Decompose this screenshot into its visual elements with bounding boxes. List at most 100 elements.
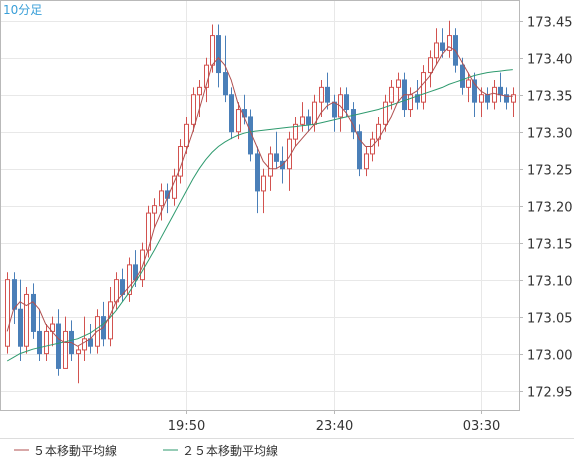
y-tick-label: 173.05 (527, 312, 573, 327)
candle-down (306, 109, 311, 132)
ma25-line (6, 69, 513, 362)
candle-up (287, 131, 292, 191)
candle-body (498, 86, 503, 96)
candle-body (82, 338, 87, 351)
candle-body (159, 190, 164, 207)
y-tick-label: 173.25 (527, 164, 573, 179)
candle-up (428, 50, 433, 88)
plot-frame (0, 0, 520, 411)
y-tick-label: 173.30 (527, 127, 573, 142)
candle-up (293, 116, 298, 147)
candle-body (466, 79, 471, 88)
candle-body (293, 123, 298, 140)
legend-ma25-label: ２５本移動平均線 (182, 443, 278, 458)
y-tick-label: 173.15 (527, 238, 573, 253)
candle-up (300, 102, 305, 132)
candle-body (492, 86, 497, 103)
candle-up (5, 272, 10, 354)
candle-up (159, 183, 164, 221)
candle-up (396, 72, 401, 103)
candle-body (274, 153, 279, 162)
candle-up (152, 198, 157, 228)
candle-up (44, 324, 49, 362)
legend-ma5-label: ５本移動平均線 (33, 443, 117, 458)
candle-body (434, 42, 439, 59)
candle-body (364, 153, 369, 170)
candle-body (152, 205, 157, 214)
candle-body (56, 323, 61, 369)
candle-up (479, 87, 484, 117)
candle-layer (5, 20, 516, 384)
candle-up (24, 287, 29, 354)
candle-up (261, 168, 266, 214)
candle-down (56, 309, 61, 376)
candle-up (197, 79, 202, 117)
candle-up (447, 20, 452, 58)
candle-body (255, 153, 260, 192)
candle-body (63, 330, 68, 369)
candle-body (197, 86, 202, 96)
candle-body (300, 116, 305, 125)
candle-body (440, 42, 445, 51)
candle-body (389, 86, 394, 103)
candle-body (210, 35, 215, 66)
candle-down (216, 24, 221, 88)
candle-up (191, 87, 196, 132)
candle-body (114, 279, 119, 303)
candle-down (255, 146, 260, 214)
x-tick-label: 23:40 (316, 419, 353, 434)
candle-body (18, 308, 23, 347)
candle-down (31, 283, 36, 339)
candle-down (472, 72, 477, 117)
candle-body (325, 86, 330, 103)
candle-body (383, 101, 388, 125)
candle-body (306, 116, 311, 125)
candle-body (447, 35, 452, 51)
candle-body (24, 293, 29, 347)
candle-body (5, 279, 10, 347)
candle-body (76, 349, 81, 355)
moving-average-layer (6, 46, 513, 362)
candle-body (108, 301, 113, 340)
candle-body (127, 264, 132, 295)
candle-up (383, 94, 388, 132)
candle-body (472, 79, 477, 103)
candle-down (325, 72, 330, 110)
ma5-line (6, 46, 513, 347)
candle-down (12, 272, 17, 325)
candle-down (504, 87, 509, 110)
candle-body (44, 330, 49, 355)
candle-body (31, 293, 36, 332)
candle-up (434, 28, 439, 66)
candle-down (344, 87, 349, 117)
candle-body (504, 94, 509, 103)
candle-body (184, 123, 189, 148)
candle-up (421, 65, 426, 110)
y-tick-label: 173.00 (527, 349, 573, 364)
candle-up (364, 146, 369, 177)
y-tick-label: 173.35 (527, 90, 573, 105)
candle-body (511, 94, 516, 103)
period-label: 10分足 (3, 3, 42, 17)
candle-body (319, 86, 324, 103)
candle-body (479, 94, 484, 103)
candle-body (344, 94, 349, 111)
candle-body (216, 35, 221, 74)
candle-body (408, 94, 413, 111)
candle-down (229, 87, 234, 140)
candle-down (415, 79, 420, 110)
candle-body (12, 279, 17, 310)
candle-body (229, 94, 234, 133)
candle-down (351, 102, 356, 140)
candle-body (191, 94, 196, 125)
candle-up (492, 79, 497, 110)
candle-up (184, 116, 189, 154)
y-tick-label: 173.45 (527, 16, 573, 31)
candle-body (351, 109, 356, 133)
candle-up (319, 79, 324, 117)
candle-body (396, 79, 401, 88)
y-tick-label: 173.20 (527, 201, 573, 216)
